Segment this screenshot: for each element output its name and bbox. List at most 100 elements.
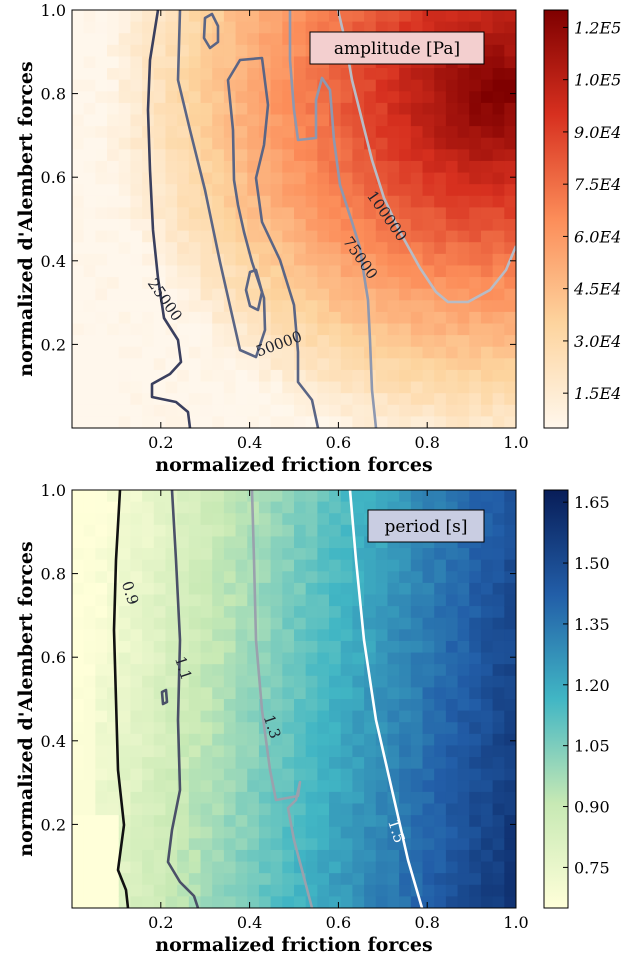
heatmap-cell	[317, 513, 330, 526]
heatmap-cell	[399, 617, 412, 630]
heatmap-cell	[457, 219, 470, 232]
x-tick-label: 0.2	[148, 433, 173, 452]
heatmap-cell	[329, 490, 342, 503]
heatmap-cell	[223, 242, 237, 255]
heatmap-cell	[329, 335, 342, 348]
heatmap-cell	[492, 393, 505, 406]
heatmap-cell	[329, 629, 342, 642]
heatmap-cell	[480, 629, 494, 642]
heatmap-cell	[270, 745, 283, 758]
heatmap-cell	[142, 513, 155, 526]
heatmap-cell	[95, 10, 108, 23]
heatmap-cell	[410, 195, 424, 208]
heatmap-cell	[340, 265, 354, 278]
heatmap-cell	[340, 571, 354, 584]
heatmap-cell	[492, 501, 505, 514]
heatmap-cell	[457, 195, 470, 208]
heatmap-cell	[434, 733, 447, 747]
heatmap-cell	[282, 126, 295, 139]
heatmap-cell	[235, 617, 248, 630]
heatmap-cell	[165, 172, 178, 185]
heatmap-cell	[223, 687, 237, 700]
heatmap-cell	[107, 172, 120, 185]
heatmap-cell	[445, 490, 459, 503]
heatmap-cell	[352, 137, 365, 150]
heatmap-cell	[153, 172, 167, 185]
heatmap-cell	[188, 582, 202, 596]
heatmap-cell	[317, 160, 330, 174]
heatmap-cell	[317, 501, 330, 514]
heatmap-cell	[457, 896, 470, 908]
heatmap-cell	[352, 311, 365, 325]
heatmap-cell	[270, 277, 283, 290]
heatmap-cell	[235, 884, 248, 897]
heatmap-cell	[387, 172, 400, 185]
heatmap-cell	[118, 230, 132, 243]
heatmap-cell	[422, 849, 435, 863]
heatmap-cell	[212, 160, 225, 174]
heatmap-cell	[387, 582, 400, 596]
heatmap-cell	[410, 664, 424, 677]
heatmap-cell	[329, 126, 342, 139]
heatmap-cell	[329, 68, 342, 81]
heatmap-cell	[118, 44, 132, 58]
heatmap-cell	[480, 242, 494, 255]
heatmap-cell	[247, 126, 260, 139]
heatmap-cell	[305, 780, 318, 793]
heatmap-cell	[235, 559, 248, 572]
heatmap-cell	[422, 780, 435, 793]
heatmap-cell	[457, 873, 470, 886]
heatmap-cell	[200, 393, 213, 406]
heatmap-cell	[83, 114, 96, 127]
heatmap-cell	[410, 149, 424, 162]
heatmap-cell	[72, 288, 85, 301]
heatmap-cell	[469, 369, 482, 383]
heatmap-cell	[457, 300, 470, 313]
heatmap-cell	[492, 745, 505, 758]
heatmap-cell	[95, 381, 108, 394]
heatmap-cell	[364, 768, 377, 781]
heatmap-cell	[235, 896, 248, 908]
heatmap-cell	[387, 699, 400, 712]
heatmap-cell	[83, 699, 96, 712]
colorbar-tick-label: 3.0E4	[574, 332, 621, 351]
heatmap-cell	[340, 640, 354, 654]
heatmap-cell	[142, 699, 155, 712]
heatmap-cell	[352, 381, 365, 394]
heatmap-cell	[445, 757, 459, 770]
heatmap-cell	[399, 757, 412, 770]
heatmap-cell	[130, 195, 143, 208]
heatmap-cell	[387, 861, 400, 874]
heatmap-cell	[153, 346, 167, 359]
heatmap-cell	[469, 652, 482, 665]
heatmap-cell	[153, 195, 167, 208]
heatmap-cell	[434, 640, 447, 654]
heatmap-cell	[469, 219, 482, 232]
heatmap-cell	[492, 733, 505, 747]
heatmap-cell	[200, 369, 213, 383]
heatmap-cell	[445, 253, 459, 267]
heatmap-cell	[457, 652, 470, 665]
heatmap-cell	[95, 780, 108, 793]
heatmap-cell	[504, 501, 516, 514]
heatmap-cell	[142, 548, 155, 561]
heatmap-cell	[294, 664, 307, 677]
heatmap-cell	[317, 838, 330, 851]
heatmap-cell	[177, 219, 190, 232]
heatmap-cell	[469, 207, 482, 220]
heatmap-cell	[364, 722, 377, 735]
heatmap-cell	[387, 381, 400, 394]
heatmap-cell	[399, 710, 412, 723]
heatmap-cell	[410, 242, 424, 255]
heatmap-cell	[387, 114, 400, 127]
heatmap-cell	[317, 195, 330, 208]
heatmap-cell	[352, 513, 365, 526]
heatmap-cell	[422, 826, 435, 839]
heatmap-cell	[352, 733, 365, 747]
heatmap-cell	[235, 536, 248, 549]
heatmap-cell	[72, 664, 85, 677]
heatmap-cell	[422, 606, 435, 619]
heatmap-cell	[317, 699, 330, 712]
heatmap-cell	[294, 710, 307, 723]
heatmap-cell	[200, 68, 213, 81]
